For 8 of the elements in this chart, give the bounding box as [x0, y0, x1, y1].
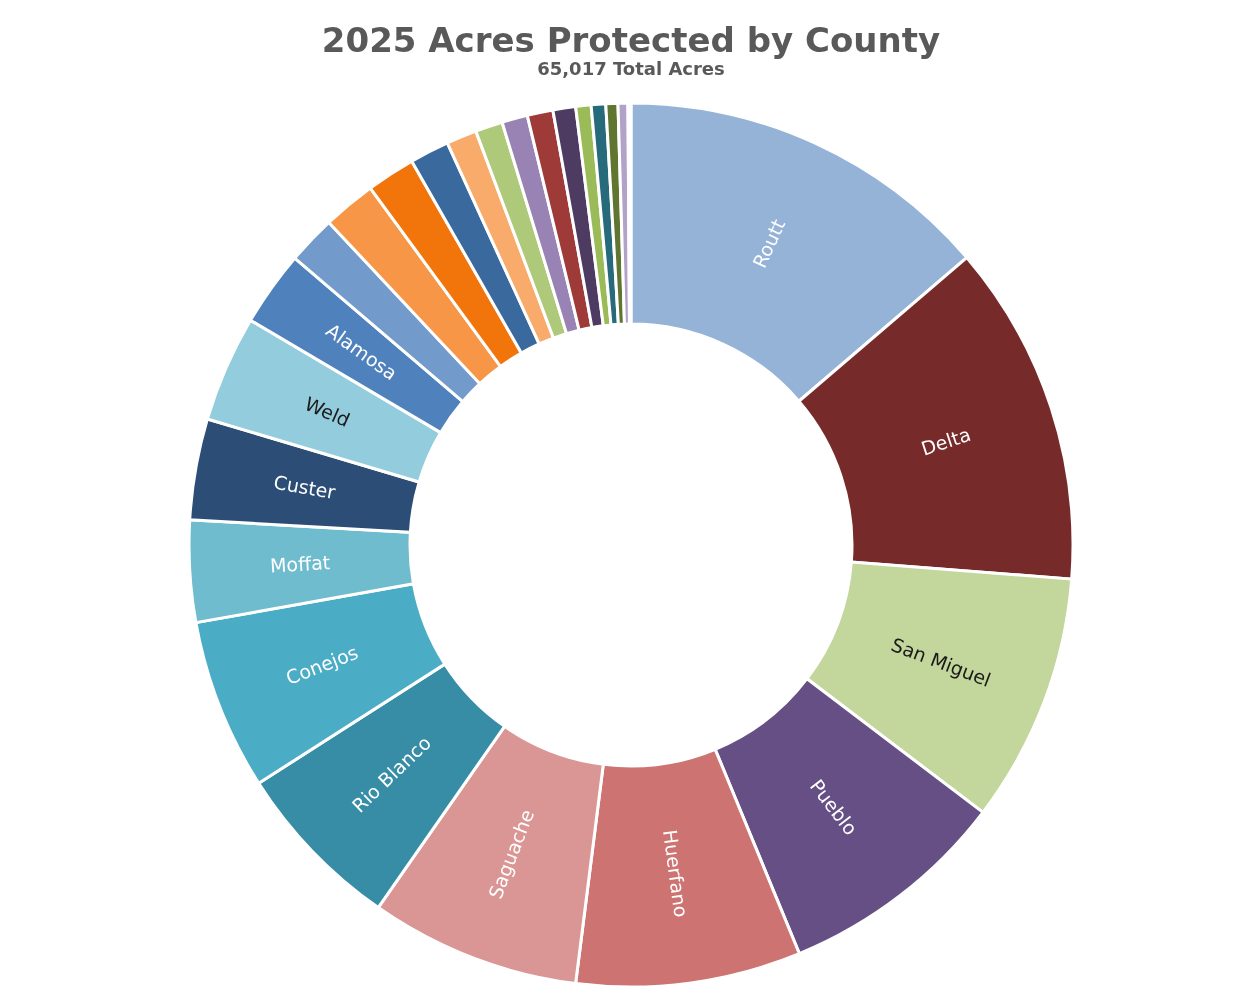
slice-label: Routt	[748, 215, 790, 272]
chart-subtitle: 65,017 Total Acres	[537, 58, 725, 79]
slice-label: Custer	[272, 470, 338, 504]
slice-label: Moffat	[269, 551, 331, 577]
slice-label: Weld	[301, 392, 354, 431]
slice-label: Huerfano	[659, 828, 693, 919]
chart-title: 2025 Acres Protected by County	[321, 20, 941, 60]
slice-label: Delta	[918, 422, 974, 460]
